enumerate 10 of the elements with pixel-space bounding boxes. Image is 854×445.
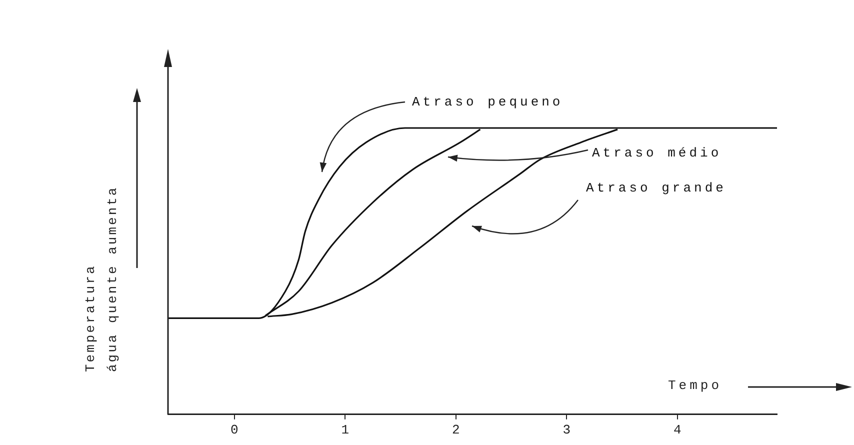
series-label: Atraso pequeno <box>412 94 564 110</box>
x-tick-label: 0 <box>230 422 238 438</box>
x-tick-label: 3 <box>562 422 571 438</box>
text: Atraso grande <box>586 180 726 196</box>
y-axis-title: Temperatura água quente aumenta <box>82 184 121 372</box>
text: Atraso médio <box>592 145 722 160</box>
x-tick-label: 2 <box>452 422 460 438</box>
x-tick-label: 4 <box>673 422 682 438</box>
x-tick-label: 1 <box>341 422 350 438</box>
x-axis-title: Tempo <box>668 378 722 393</box>
